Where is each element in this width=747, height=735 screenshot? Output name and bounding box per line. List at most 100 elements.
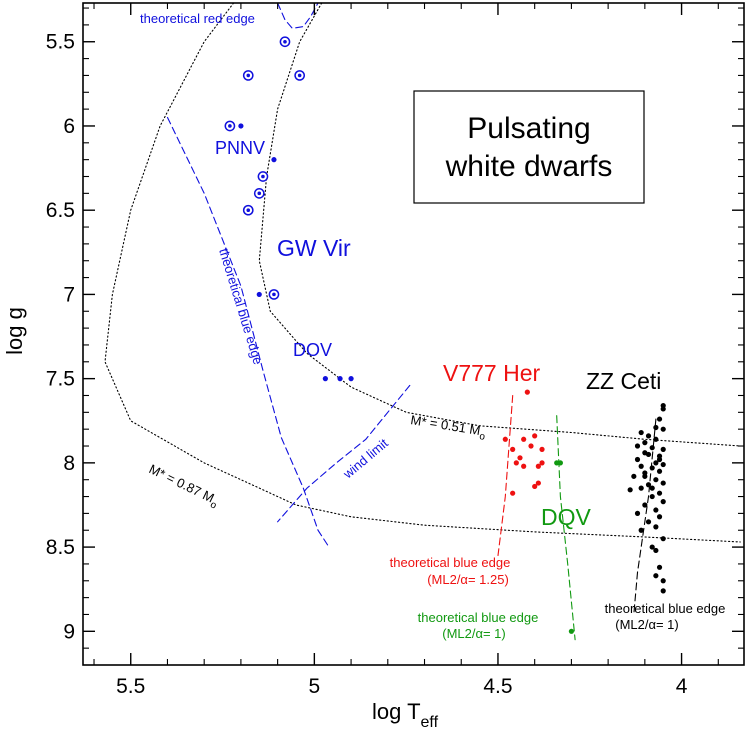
label-dqv: DQV [541,504,592,530]
label-tbe-v777-line2: (ML2/α= 1.25) [427,572,509,587]
point-zz-ceti-42 [660,578,666,584]
point-zz-ceti-18 [638,463,644,469]
point-zz-ceti-35 [645,519,652,525]
point-pnnv-dots-1 [271,157,277,163]
point-zz-ceti-29 [649,493,655,500]
point-v777-her-0 [524,389,530,395]
point-v777-her-1 [502,436,508,442]
point-zz-ceti-8 [642,440,648,446]
point-zz-ceti-30 [660,499,666,505]
point-zz-ceti-7 [653,436,659,442]
y-tick-label-3: 7 [63,283,75,306]
point-v777-her-3 [532,433,538,439]
y-tick-label-2: 6.5 [46,199,75,222]
curves-layer [104,2,741,641]
point-zz-ceti-45 [656,456,663,463]
point-PNNV-5 [257,191,262,196]
point-v777-her-4 [539,446,545,452]
point-zz-ceti-47 [653,524,659,530]
point-v777-her-2 [521,436,527,442]
axes-layer: 5.5 5 4.5 4 5.5 6 6.5 7 7.5 8 8.5 9 [46,3,744,698]
point-zz-ceti-14 [645,451,652,458]
curve-theoretical-blue-edge-v777her [497,394,514,557]
point-zz-ceti-28 [656,490,663,496]
point-zz-ceti-41 [653,573,659,579]
point-zz-ceti-34 [656,514,663,520]
point-zz-ceti-9 [634,443,641,449]
point-PNNV-4 [261,174,265,179]
point-dqv-0 [557,460,563,466]
point-zz-ceti-39 [653,547,659,554]
point-PNNV-7 [272,292,276,297]
point-zz-ceti-15 [634,456,641,463]
y-tick-label-1: 6 [63,115,75,138]
point-zz-ceti-25 [645,482,652,488]
label-zz-ceti: ZZ Ceti [586,368,661,394]
label-tbe-dqv-line2: (ML2/α= 1) [442,626,506,641]
x-axis-label-main: log T [372,699,421,724]
point-zz-ceti-46 [649,485,655,491]
point-v777-her-9 [513,460,519,466]
point-zz-ceti-16 [653,460,659,466]
point-zz-ceti-3 [653,424,659,431]
curve-gw-vir-red-edge [258,2,741,447]
y-axis-label: log g [2,307,27,355]
point-PNNV-1 [246,73,251,78]
curve-wind-limit [277,384,411,523]
point-v777-her-10 [521,463,527,469]
point-zz-ceti-23 [653,477,659,483]
label-pnnv: PNNV [215,138,265,158]
point-zz-ceti-6 [645,433,652,439]
label-tbe-zz-line1: theoretical blue edge [605,601,726,616]
point-PNNV-0 [283,39,287,44]
x-tick-label-1: 5 [309,675,321,698]
point-zz-ceti-37 [660,536,666,542]
point-zz-ceti-33 [634,510,641,516]
chart-title-line-2: white dwarfs [445,150,613,183]
curve-theoretical-blue-edge-zzceti [633,418,657,616]
point-zz-ceti-44 [642,473,648,479]
point-v777-her-5 [510,446,516,452]
point-zz-ceti-1 [660,406,666,412]
point-zz-ceti-38 [649,544,655,550]
point-v777-her-13 [535,480,541,486]
x-tick-label-0: 5.5 [116,675,145,698]
point-dqv-1 [554,460,560,466]
x-tick-label-2: 4.5 [483,675,512,698]
point-PNNV-6 [246,208,251,212]
point-v777-her-11 [539,460,545,466]
point-zz-ceti-11 [649,445,655,451]
point-dqv-2 [568,628,575,634]
curve-theoretical-red-edge [277,2,319,29]
point-v777-her-14 [510,490,516,496]
point-v777-her-7 [517,455,523,461]
point-PNNV-3 [228,124,232,128]
point-zz-ceti-4 [660,426,666,432]
point-dov-2 [348,376,354,382]
y-tick-label-5: 8 [63,452,75,475]
point-dov-1 [337,376,343,382]
point-zz-ceti-36 [638,527,644,533]
title-box [413,90,645,204]
point-zz-ceti-43 [660,588,666,594]
point-pnnv-dots-2 [256,291,262,298]
label-dov: DOV [293,340,332,360]
x-tick-label-3: 4 [676,675,688,698]
chart-title-line-1: Pulsating [467,112,590,145]
curve-theoretical-blue-edge-gwvir [166,116,330,548]
point-zz-ceti-22 [631,473,637,479]
curve-theoretical-blue-edge-dqv [556,415,576,641]
point-zz-ceti-2 [656,416,663,422]
label-mass-051-sub: o [478,431,486,443]
y-tick-label-6: 8.5 [46,536,75,559]
point-zz-ceti-31 [642,502,648,508]
point-zz-ceti-19 [649,465,655,471]
point-zz-ceti-27 [627,487,633,493]
point-v777-her-8 [535,463,541,469]
point-zz-ceti-40 [656,564,663,570]
x-axis-label-sub: eff [421,714,439,731]
label-v777-her: V777 Her [443,360,541,386]
plot-frame [82,2,745,666]
